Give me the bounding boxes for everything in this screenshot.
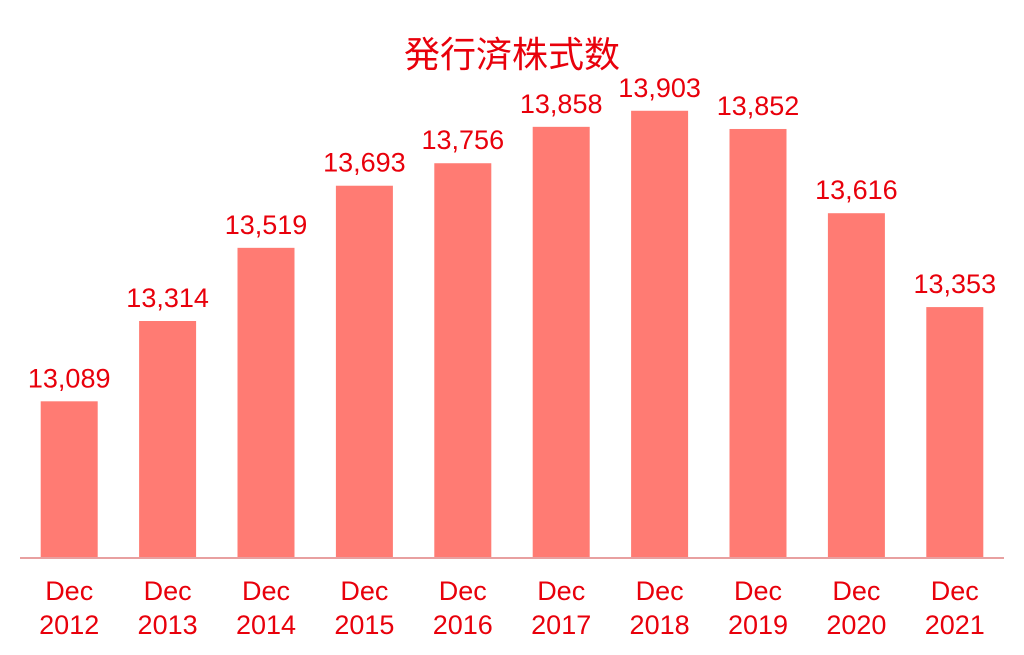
bar-4 [434, 163, 492, 558]
category-labels-group: Dec 2012 Dec 2013 Dec 2014 Dec 2015 Dec 2016 Dec 20… [39, 576, 985, 640]
value-label-4: 13,756 [422, 125, 505, 155]
category-label-2-line-0: Dec [242, 576, 290, 606]
category-label-8-line-0: Dec [832, 576, 880, 606]
bar-3 [335, 185, 393, 558]
category-label-5-line-0: Dec [537, 576, 585, 606]
value-label-8: 13,616 [815, 175, 898, 205]
category-label-8-line-1: 2020 [826, 610, 886, 640]
category-label-0-line-0: Dec [45, 576, 93, 606]
category-label-0-line-1: 2012 [39, 610, 99, 640]
value-label-3: 13,693 [323, 148, 406, 178]
category-label-3-line-0: Dec [340, 576, 388, 606]
value-label-6: 13,903 [618, 73, 701, 103]
bar-8 [827, 213, 885, 558]
category-label-9-line-0: Dec [931, 576, 979, 606]
bar-0 [40, 401, 98, 558]
category-label-9-line-1: 2021 [925, 610, 985, 640]
value-label-7: 13,852 [717, 91, 800, 121]
category-label-7-line-0: Dec [734, 576, 782, 606]
value-label-2: 13,519 [225, 210, 308, 240]
bar-2 [237, 247, 295, 558]
category-label-1-line-0: Dec [144, 576, 192, 606]
bar-1 [139, 321, 197, 558]
bar-9 [926, 307, 984, 558]
category-label-2-line-1: 2014 [236, 610, 296, 640]
category-label-7-line-1: 2019 [728, 610, 788, 640]
category-label-3-line-1: 2015 [334, 610, 394, 640]
chart-title: 発行済株式数 [403, 34, 620, 75]
value-label-9: 13,353 [914, 269, 997, 299]
bar-5 [532, 126, 590, 559]
value-labels-group: 13,089 13,314 13,519 13,693 13,756 13,858 13,9… [28, 73, 996, 394]
bar-7 [729, 128, 787, 558]
value-label-1: 13,314 [126, 283, 209, 313]
category-label-5-line-1: 2017 [531, 610, 591, 640]
category-label-6-line-1: 2018 [630, 610, 690, 640]
category-label-4-line-0: Dec [439, 576, 487, 606]
bar-6 [631, 110, 689, 558]
category-label-4-line-1: 2016 [433, 610, 493, 640]
bars-group [40, 110, 984, 559]
category-label-1-line-1: 2013 [138, 610, 198, 640]
value-label-5: 13,858 [520, 89, 603, 119]
category-label-6-line-0: Dec [636, 576, 684, 606]
value-label-0: 13,089 [28, 363, 111, 393]
